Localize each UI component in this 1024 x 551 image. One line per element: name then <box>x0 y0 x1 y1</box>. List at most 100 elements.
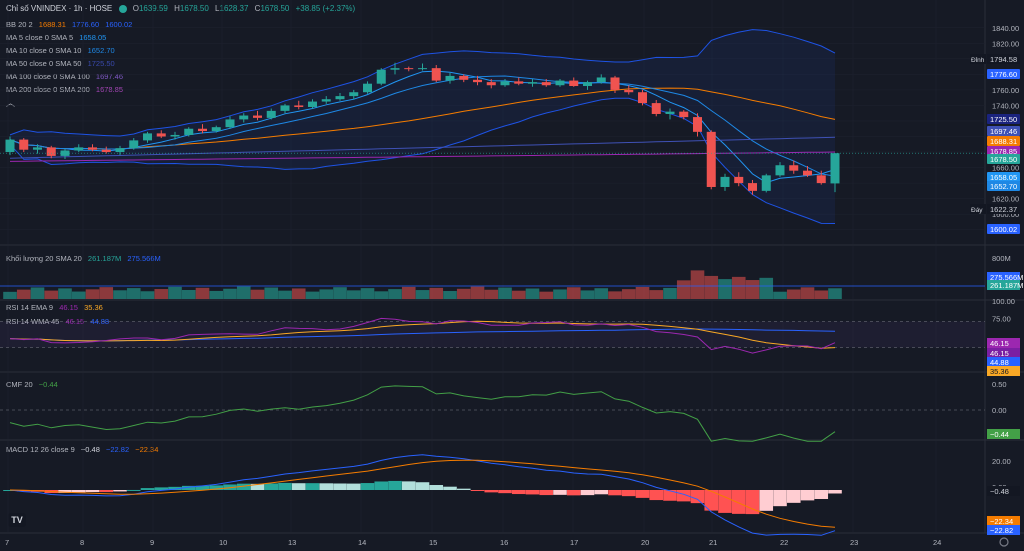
legend-cmf[interactable]: CMF 20 −0.44 <box>6 380 62 390</box>
macd-histogram-bar <box>360 483 375 490</box>
volume-bar <box>429 287 444 299</box>
volume-bar <box>525 288 540 299</box>
price-axis-tag-text: 1794.58 <box>990 55 1017 64</box>
macd-signal-line <box>9 459 836 528</box>
candle-body <box>170 134 180 137</box>
macd-hist-value: −0.48 <box>80 445 100 454</box>
macd-histogram-bar <box>401 481 416 490</box>
ma10-label: MA 10 close 0 SMA 10 <box>6 46 82 55</box>
volume-bar <box>99 287 114 299</box>
ma100-value: 1697.46 <box>95 72 124 81</box>
settings-gear-icon[interactable] <box>999 537 1009 547</box>
legend-bb[interactable]: BB 20 2 1688.31 1776.60 1600.02 <box>6 20 136 30</box>
macd-histogram-bar <box>388 480 402 490</box>
candle-body <box>473 79 482 83</box>
volume-bar <box>195 287 210 299</box>
candle-body <box>830 153 840 184</box>
candle-body <box>266 110 276 118</box>
macd-histogram-bar <box>264 483 279 490</box>
volume-axis-tag <box>987 272 1020 282</box>
volume-value: 261.187M <box>87 254 122 263</box>
volume-bar <box>511 290 526 299</box>
macd-histogram-bar <box>718 490 732 513</box>
volume-bar <box>731 276 746 299</box>
volume-bar <box>113 290 127 299</box>
candle-body <box>624 89 634 93</box>
macd-axis-tag-text: −22.82 <box>990 526 1013 535</box>
rsi-ema-rsi-value: 46.15 <box>59 303 78 312</box>
candle-body <box>129 140 139 149</box>
ma5-label: MA 5 close 0 SMA 5 <box>6 33 74 42</box>
legend-macd[interactable]: MACD 12 26 close 9 −0.48 −22.82 −22.34 <box>6 445 162 455</box>
macd-histogram-bar <box>484 490 499 493</box>
volume-bar <box>470 286 485 299</box>
axis-tag-prefix-bg <box>970 54 986 64</box>
macd-histogram-bar <box>759 490 774 511</box>
time-tick-label: 22 <box>780 538 788 547</box>
macd-histogram-bar <box>511 490 526 495</box>
price-axis-tag <box>987 181 1020 191</box>
volume-bar <box>580 290 595 299</box>
volume-bar <box>401 286 416 299</box>
price-tick-label: 1740.00 <box>992 101 1019 110</box>
macd-value: −22.82 <box>105 445 130 454</box>
macd-axis-tag-text: −22.34 <box>990 517 1013 526</box>
ma5-value: 1658.05 <box>79 33 107 42</box>
macd-histogram-bar <box>525 490 540 495</box>
cmf-axis-tag <box>987 429 1020 439</box>
candle-body <box>789 165 799 171</box>
macd-histogram-bar <box>346 483 361 490</box>
candle-body <box>610 77 620 90</box>
volume-bar <box>85 289 100 299</box>
time-tick-label: 8 <box>80 538 84 547</box>
bb-lower-value: 1600.02 <box>105 20 133 29</box>
macd-histogram-bar <box>195 485 210 490</box>
volume-bar <box>319 289 334 299</box>
symbol-title[interactable]: Chỉ số VNINDEX · 1h · HOSE <box>6 4 113 13</box>
macd-label: MACD 12 26 close 9 <box>6 445 75 454</box>
ma200-label: MA 200 close 0 SMA 200 <box>6 85 90 94</box>
volume-tick-label: 800M <box>992 254 1011 263</box>
axis-tag-prefix: Đáy <box>971 207 983 214</box>
price-axis-tag-text: 1600.02 <box>990 225 1017 234</box>
macd-signal-value: −22.34 <box>135 445 159 454</box>
macd-histogram-bar <box>319 483 334 490</box>
tradingview-logo[interactable]: TV <box>8 513 26 527</box>
volume-axis-tag-text: 275.566M <box>990 273 1023 282</box>
rsi-axis-tag-text: 46.15 <box>990 339 1009 348</box>
candle-body <box>46 147 56 156</box>
macd-histogram-bar <box>443 486 457 490</box>
macd-histogram-bar <box>250 483 265 490</box>
legend-ma200[interactable]: MA 200 close 0 SMA 200 1678.85 <box>6 85 127 95</box>
macd-histogram-bar <box>470 490 485 491</box>
time-tick-label: 7 <box>5 538 9 547</box>
legend-ma50[interactable]: MA 50 close 0 SMA 50 1725.50 <box>6 59 119 69</box>
legend-ma10[interactable]: MA 10 close 0 SMA 10 1652.70 <box>6 46 119 56</box>
macd-histogram-bar <box>181 485 196 490</box>
candle-body <box>404 68 414 70</box>
ma10-line <box>9 75 836 177</box>
time-tick-label: 13 <box>288 538 296 547</box>
candle-body <box>143 133 152 141</box>
macd-histogram-bar <box>773 490 787 507</box>
ma200-line <box>9 151 836 162</box>
market-status-dot <box>119 4 128 13</box>
candle-body <box>198 128 207 132</box>
open-value: 1639.59 <box>138 4 168 13</box>
legend-ma5[interactable]: MA 5 close 0 SMA 5 1658.05 <box>6 33 110 43</box>
collapse-legend-icon[interactable]: ︿ <box>6 98 16 108</box>
change-value: +38.85 (+2.37%) <box>295 4 356 13</box>
volume-bar <box>553 289 567 299</box>
legend-ma100[interactable]: MA 100 close 0 SMA 100 1697.46 <box>6 72 127 82</box>
cmf-axis-tag-text: −0.44 <box>990 430 1009 439</box>
price-axis-tag <box>987 54 1020 64</box>
volume-bar <box>649 290 664 299</box>
price-axis-tag-text: 1776.60 <box>990 70 1017 79</box>
candle-body <box>541 82 551 86</box>
legend-volume[interactable]: Khối lượng 20 SMA 20 261.187M 275.566M <box>6 254 165 264</box>
volume-bar <box>635 286 650 299</box>
macd-histogram-bar <box>800 490 815 501</box>
candle-body <box>390 68 400 70</box>
legend-rsi-ema[interactable]: RSI 14 EMA 9 46.15 35.36 <box>6 303 107 313</box>
